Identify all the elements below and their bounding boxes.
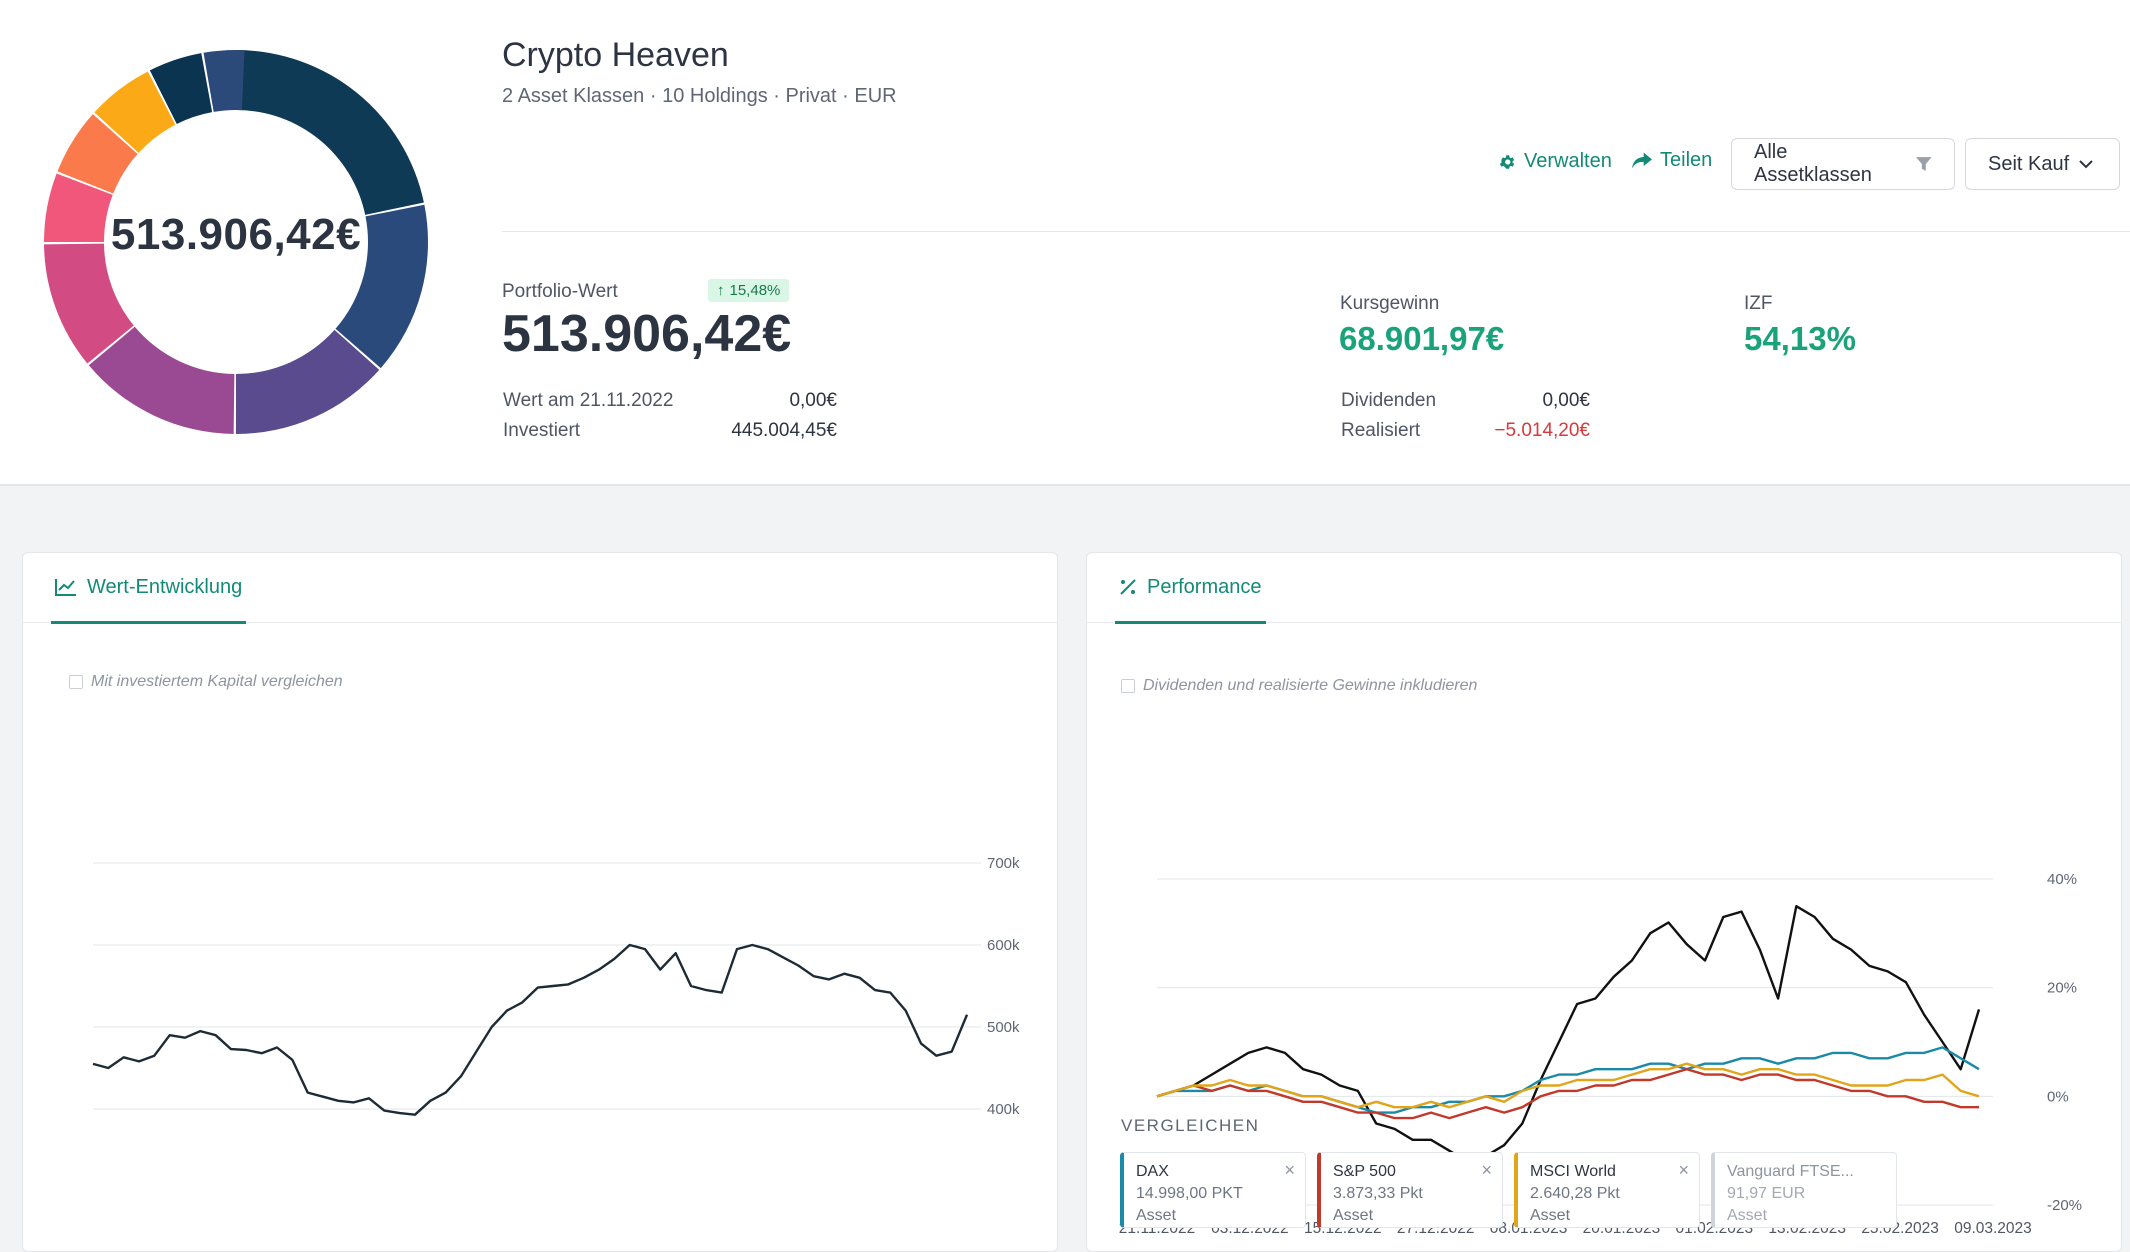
manage-button[interactable]: Verwalten: [1498, 150, 1612, 173]
portfolio-header: 513.906,42€ Crypto Heaven 2 Asset Klasse…: [0, 0, 2130, 486]
percent-icon: [1120, 579, 1136, 595]
invested-label: Investiert: [503, 420, 581, 441]
include-dividends-checkbox[interactable]: Dividenden und realisierte Gewinne inklu…: [1121, 677, 1477, 695]
series-line-msci-world: [1156, 1062, 1980, 1109]
compare-item[interactable]: DAX 14.998,00 PKT Asset ×: [1120, 1152, 1306, 1228]
compare-invested-label: Mit investiertem Kapital vergleichen: [91, 673, 343, 690]
compare-item-value: 2.640,28 Pkt: [1530, 1185, 1620, 1202]
gear-icon: [1499, 154, 1515, 169]
asset-class-filter-label: Alle Assetklassen: [1754, 141, 1872, 186]
donut-segment-6[interactable]: [44, 173, 113, 243]
share-button[interactable]: Teilen: [1632, 149, 1712, 172]
gain-value: 68.901,97€: [1339, 320, 1505, 357]
close-icon[interactable]: ×: [1678, 1160, 1689, 1180]
compare-item-name: Vanguard FTSE...: [1727, 1163, 1854, 1180]
donut-center-value: 513.906,42€: [110, 210, 362, 259]
header-divider: [502, 231, 2130, 232]
compare-item-value: 14.998,00 PKT: [1136, 1185, 1243, 1202]
allocation-donut-chart: [44, 49, 428, 434]
donut-segment-2[interactable]: [335, 204, 428, 369]
series-line-s-p-500: [1156, 1068, 1979, 1120]
series-line-portfolio: [1156, 904, 1981, 1163]
donut-segment-9[interactable]: [149, 53, 213, 125]
compare-item-type: Asset: [1136, 1207, 1177, 1224]
value-development-card: Wert-Entwicklung Mit investiertem Kapita…: [22, 552, 1058, 1252]
series-line-portfolio-wert: [92, 943, 969, 1116]
portfolio-meta: 2 Asset Klassen · 10 Holdings · Privat ·…: [502, 85, 897, 107]
tab-value-development-label: Wert-Entwicklung: [87, 575, 243, 598]
compare-item-name: S&P 500: [1333, 1163, 1396, 1180]
compare-item[interactable]: Vanguard FTSE... 91,97 EUR Asset: [1711, 1152, 1897, 1228]
compare-invested-checkbox[interactable]: Mit investiertem Kapital vergleichen: [69, 673, 343, 691]
close-icon[interactable]: ×: [1284, 1160, 1295, 1180]
period-select-label: Seit Kauf: [1988, 152, 2070, 175]
compare-item[interactable]: S&P 500 3.873,33 Pkt Asset ×: [1317, 1152, 1503, 1228]
realized-value: −5.014,20€: [1494, 420, 1590, 441]
close-icon[interactable]: ×: [1481, 1160, 1492, 1180]
asset-class-filter[interactable]: Alle Assetklassen: [1731, 138, 1955, 190]
period-select[interactable]: Seit Kauf: [1965, 138, 2120, 190]
series-line-dax: [1156, 1046, 1980, 1114]
gain-label: Kursgewinn: [1340, 293, 1440, 314]
invested-value: 445.004,45€: [731, 420, 837, 441]
y-tick-label: 20%: [2047, 980, 2077, 997]
donut-segment-5[interactable]: [44, 243, 134, 364]
compare-item-name: MSCI World: [1530, 1163, 1616, 1180]
y-tick-label: 500k: [987, 1019, 1020, 1036]
y-tick-label: 700k: [987, 855, 1020, 872]
compare-item-value: 91,97 EUR: [1727, 1185, 1806, 1202]
y-tick-label: 0%: [2047, 1088, 2069, 1105]
portfolio-value-label: Portfolio-Wert: [502, 281, 618, 302]
chevron-down-icon: [2079, 160, 2093, 169]
value-at-label: Wert am 21.11.2022: [503, 390, 674, 411]
filter-icon: [1916, 157, 1932, 171]
realized-label: Realisiert: [1341, 420, 1421, 441]
compare-title: VERGLEICHEN: [1121, 1116, 1260, 1135]
value-line-chart: 700k600k500k400k300k21.11.202203.12.2022…: [92, 855, 1020, 1118]
value-at: 0,00€: [789, 390, 837, 411]
donut-segment-1[interactable]: [236, 50, 424, 215]
include-dividends-label: Dividenden und realisierte Gewinne inklu…: [1143, 677, 1478, 694]
compare-item[interactable]: MSCI World 2.640,28 Pkt Asset ×: [1514, 1152, 1700, 1228]
y-tick-label: 600k: [987, 937, 1020, 954]
y-tick-label: -20%: [2047, 1197, 2082, 1214]
page-title: Crypto Heaven: [502, 36, 729, 74]
izf-label: IZF: [1744, 293, 1773, 314]
y-tick-label: 40%: [2047, 871, 2077, 888]
y-tick-label: 400k: [987, 1101, 1020, 1118]
performance-card: Performance Dividenden und realisierte G…: [1086, 552, 2122, 1252]
performance-card-header: Performance: [1087, 553, 2121, 624]
compare-item-value: 3.873,33 Pkt: [1333, 1185, 1423, 1202]
value-card-header: Wert-Entwicklung: [23, 553, 1057, 624]
donut-segment-3[interactable]: [235, 329, 380, 434]
donut-segment-8[interactable]: [94, 71, 176, 153]
share-label: Teilen: [1660, 149, 1713, 171]
compare-item-name: DAX: [1136, 1163, 1169, 1180]
checkbox-box[interactable]: [69, 675, 83, 689]
checkbox-box[interactable]: [1121, 679, 1135, 693]
change-badge-value: 15,48%: [729, 282, 781, 299]
share-arrow-icon: [1632, 152, 1652, 168]
change-badge: ↑ 15,48%: [708, 279, 790, 302]
manage-label: Verwalten: [1524, 150, 1612, 172]
compare-item-type: Asset: [1333, 1207, 1374, 1224]
dividends-value: 0,00€: [1542, 390, 1590, 411]
line-chart-icon: [55, 579, 76, 596]
dividends-label: Dividenden: [1341, 390, 1437, 411]
compare-item-type: Asset: [1530, 1207, 1571, 1224]
x-tick-label: 09.03.2023: [1954, 1220, 2032, 1237]
compare-item-type: Asset: [1727, 1207, 1768, 1224]
donut-segment-4[interactable]: [88, 326, 235, 434]
izf-value: 54,13%: [1744, 320, 1856, 357]
donut-segment-10[interactable]: [203, 49, 245, 112]
donut-segment-7[interactable]: [57, 114, 138, 194]
tab-performance[interactable]: Performance: [1115, 553, 1266, 624]
arrow-up-icon: ↑: [717, 282, 725, 299]
tab-value-development[interactable]: Wert-Entwicklung: [51, 553, 247, 624]
portfolio-value: 513.906,42€: [502, 305, 792, 363]
tab-performance-label: Performance: [1147, 575, 1262, 598]
